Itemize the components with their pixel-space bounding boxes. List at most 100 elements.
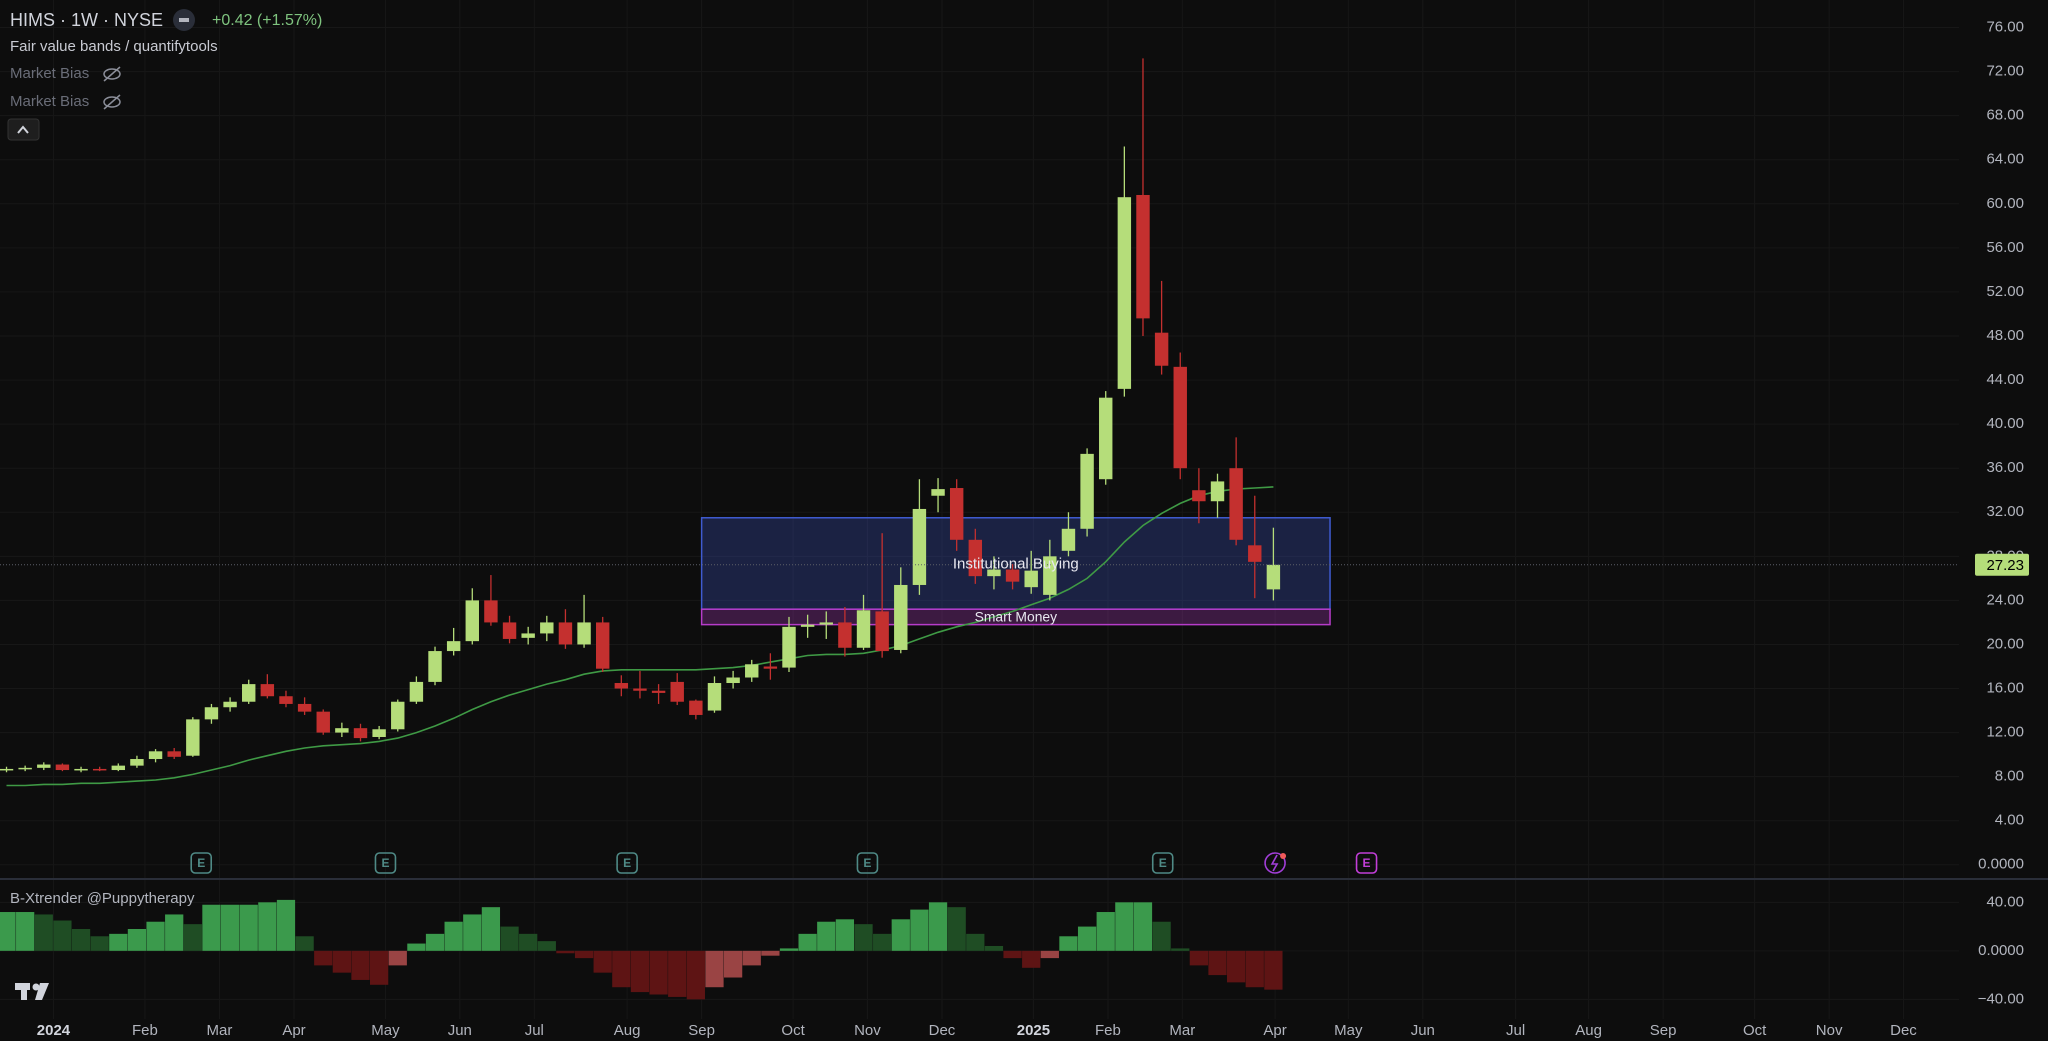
histogram-bar: [668, 950, 687, 997]
candle-body: [1192, 490, 1206, 502]
y-tick-label: 8.00: [1995, 768, 2024, 785]
histogram-bar: [276, 899, 296, 951]
candle-body: [558, 622, 573, 645]
event-label: E: [381, 856, 389, 870]
candle-body: [484, 600, 498, 623]
y-tick-label: 68.00: [1986, 107, 2024, 124]
histogram-bar: [686, 950, 705, 1000]
zone-label: Institutional Buying: [953, 555, 1079, 572]
event-marker: [374, 852, 397, 874]
y-tick-label: 12.00: [1986, 724, 2024, 741]
candle-body: [875, 611, 889, 652]
candle-body: [763, 666, 778, 669]
event-marker: [190, 852, 213, 874]
candle-body: [372, 729, 386, 737]
x-tick-label: Jul: [1506, 1022, 1525, 1039]
x-tick-label: Jun: [1411, 1022, 1435, 1039]
pane-title: B-Xtrender @Puppytherapy: [10, 890, 195, 907]
candle-body: [838, 622, 852, 648]
histogram-bar: [1059, 936, 1078, 951]
histogram-bar: [1077, 926, 1097, 951]
histogram-bar: [351, 950, 370, 980]
candle-body: [1173, 366, 1187, 469]
candle-body: [465, 600, 479, 642]
x-tick-label: Mar: [1169, 1022, 1195, 1039]
y-tick-label: 32.00: [1986, 503, 2024, 520]
alert-dot: [1280, 853, 1287, 859]
event-marker: [856, 852, 879, 874]
candle-body: [260, 684, 275, 697]
event-marker: [616, 852, 638, 874]
candle-body: [856, 610, 871, 648]
candle-body: [782, 626, 796, 668]
candle-body: [1136, 194, 1150, 319]
y-tick-label: −40.00: [1978, 990, 2024, 1007]
histogram-bar: [109, 933, 128, 951]
candle-body: [74, 768, 88, 771]
event-label: E: [863, 856, 871, 870]
event-label: E: [1159, 856, 1167, 870]
histogram-bar: [1096, 912, 1115, 951]
histogram-bar: [593, 950, 612, 973]
indicator-name[interactable]: Market Bias: [10, 93, 89, 110]
candle-body: [1210, 481, 1225, 502]
x-tick-label: Apr: [282, 1022, 305, 1039]
x-tick-label: Oct: [1743, 1022, 1767, 1039]
histogram-bar: [0, 912, 16, 951]
alert-icon: [1264, 852, 1286, 874]
y-tick-label: 52.00: [1986, 283, 2024, 300]
candle-body: [130, 759, 144, 766]
x-tick-label: Feb: [132, 1022, 158, 1039]
candle-body: [1080, 453, 1094, 529]
indicator-name[interactable]: Market Bias: [10, 65, 89, 82]
hidden-icon[interactable]: [103, 94, 121, 110]
candle-body: [1099, 397, 1113, 480]
x-tick-label: Jun: [448, 1022, 472, 1039]
histogram-bar: [90, 936, 109, 951]
candle-body: [633, 688, 647, 691]
histogram-bar: [817, 921, 836, 951]
y-tick-label: 56.00: [1986, 239, 2024, 256]
histogram-bar: [332, 950, 351, 973]
histogram-bar: [407, 943, 426, 951]
candle-body: [391, 701, 405, 730]
histogram-bar: [146, 921, 165, 951]
histogram-bar: [481, 907, 501, 951]
candle-body: [800, 624, 815, 627]
y-tick-label: 40.00: [1986, 893, 2024, 910]
last-price-tag: [1975, 553, 2029, 576]
histogram-bar: [910, 909, 929, 951]
candle-body: [931, 489, 945, 496]
zone: [700, 517, 1331, 610]
event-marker: [1151, 852, 1174, 874]
candle-body: [223, 701, 237, 708]
candle-body: [614, 683, 629, 689]
histogram-bar: [1133, 902, 1153, 951]
price-change: +0.42 (+1.57%): [212, 12, 322, 29]
hidden-icon[interactable]: [103, 66, 121, 82]
histogram-bar: [295, 936, 314, 951]
collapse-button[interactable]: [7, 118, 40, 141]
candle-body: [18, 767, 32, 770]
x-tick-label: Oct: [781, 1022, 805, 1039]
histogram-bar: [1189, 950, 1209, 966]
candle-body: [912, 508, 927, 585]
histogram-bar: [519, 933, 538, 951]
candle-body: [726, 677, 740, 684]
histogram-bar: [127, 929, 147, 951]
candle-body: [316, 711, 330, 733]
candle-body: [335, 728, 349, 733]
histogram-bar: [984, 945, 1004, 951]
x-tick-label: Aug: [614, 1022, 641, 1039]
histogram-bar: [854, 924, 873, 951]
histogram-bar: [1022, 950, 1041, 968]
indicator-name[interactable]: Fair value bands / quantifytools: [10, 38, 218, 55]
candle-body: [651, 690, 666, 693]
candle-body: [111, 765, 126, 771]
zone-label: Smart Money: [975, 609, 1058, 625]
candle-body: [819, 622, 833, 625]
candle-body: [502, 622, 517, 639]
candle-body: [279, 696, 293, 704]
